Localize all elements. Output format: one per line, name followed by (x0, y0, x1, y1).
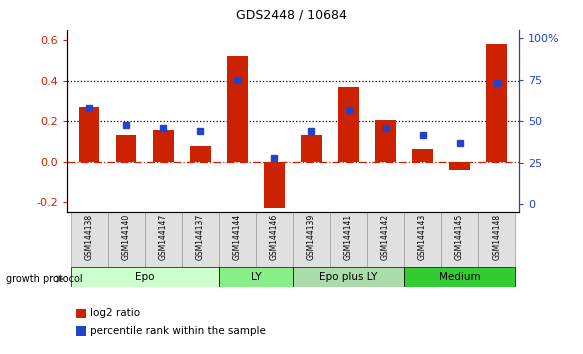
Text: GSM144145: GSM144145 (455, 214, 464, 260)
Text: Medium: Medium (439, 272, 480, 282)
Text: GSM144144: GSM144144 (233, 214, 242, 260)
Bar (116, 136, 136, 162)
Bar (478, 212, 515, 267)
Bar (330, 212, 367, 267)
Bar (375, 120, 396, 162)
Bar (404, 267, 515, 287)
Text: Epo: Epo (135, 272, 154, 282)
Bar (219, 267, 293, 287)
Text: GSM144142: GSM144142 (381, 214, 390, 260)
Bar (449, 162, 470, 170)
Text: growth protocol: growth protocol (6, 274, 82, 284)
Bar (293, 267, 404, 287)
Bar (71, 267, 219, 287)
Text: percentile rank within the sample: percentile rank within the sample (90, 326, 266, 336)
Text: Epo plus LY: Epo plus LY (319, 272, 378, 282)
Bar (404, 212, 441, 267)
Bar (486, 44, 507, 162)
Text: GSM144146: GSM144146 (270, 214, 279, 260)
Text: GSM144148: GSM144148 (492, 214, 501, 260)
Text: GSM144147: GSM144147 (159, 214, 168, 260)
Bar (108, 212, 145, 267)
Bar (145, 212, 182, 267)
Text: GSM144141: GSM144141 (344, 214, 353, 260)
Text: LY: LY (251, 272, 261, 282)
Bar (412, 149, 433, 162)
Bar (338, 87, 359, 162)
Bar (79, 107, 100, 162)
Bar (256, 212, 293, 267)
Bar (441, 212, 478, 267)
Bar (293, 212, 330, 267)
Bar (219, 212, 256, 267)
Bar (190, 145, 210, 162)
Text: log2 ratio: log2 ratio (90, 308, 141, 318)
Bar (301, 136, 322, 162)
Text: GSM144143: GSM144143 (418, 214, 427, 260)
Text: GSM144138: GSM144138 (85, 214, 94, 260)
Bar (153, 130, 174, 162)
Text: GSM144140: GSM144140 (122, 214, 131, 260)
Bar (264, 162, 285, 209)
Bar (227, 56, 248, 162)
Text: GSM144137: GSM144137 (196, 214, 205, 260)
Text: GSM144139: GSM144139 (307, 214, 316, 260)
Text: GDS2448 / 10684: GDS2448 / 10684 (236, 9, 347, 22)
Bar (182, 212, 219, 267)
Bar (71, 212, 108, 267)
Bar (367, 212, 404, 267)
